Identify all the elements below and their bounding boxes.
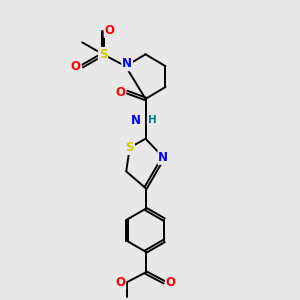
Text: H: H bbox=[148, 115, 157, 125]
Text: N: N bbox=[158, 151, 168, 164]
Text: N: N bbox=[131, 114, 141, 127]
Text: S: S bbox=[99, 48, 107, 61]
Text: N: N bbox=[122, 57, 132, 70]
Text: O: O bbox=[115, 85, 125, 98]
Text: S: S bbox=[125, 141, 134, 154]
Text: O: O bbox=[115, 276, 125, 289]
Text: O: O bbox=[105, 24, 115, 37]
Text: O: O bbox=[166, 276, 176, 289]
Text: O: O bbox=[71, 60, 81, 73]
